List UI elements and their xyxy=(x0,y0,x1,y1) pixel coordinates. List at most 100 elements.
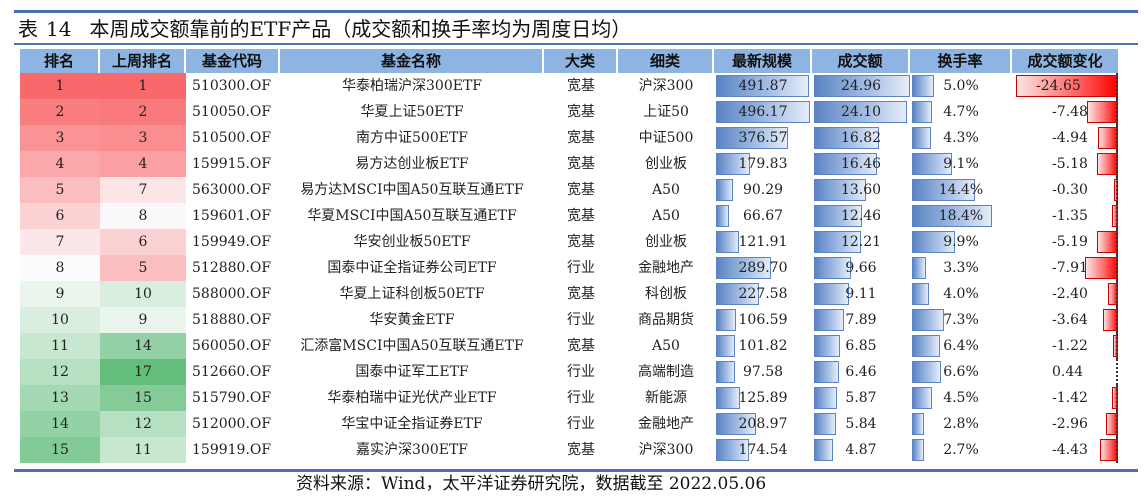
rank-value: 4 xyxy=(55,156,65,172)
rank-cell: 14 xyxy=(20,411,100,437)
code-cell: 510300.OF xyxy=(192,78,272,94)
change-cell: -24.65 xyxy=(1012,73,1118,99)
turnover-rate-cell: 4.3% xyxy=(910,125,1012,151)
size-cell: 90.29 xyxy=(714,177,812,203)
name-cell: 华夏MSCI中国A50互联互通ETF xyxy=(307,208,517,224)
table-row: 6 8 159601.OF 华夏MSCI中国A50互联互通ETF 宽基 A50 66.67 1… xyxy=(20,203,1118,229)
turnover-value: 5.87 xyxy=(845,390,877,406)
turnover-databar xyxy=(814,257,852,279)
name-cell: 国泰中证全指证券公司ETF xyxy=(327,260,497,276)
size-databar xyxy=(716,283,760,305)
change-value: -7.91 xyxy=(1052,260,1088,276)
turnover-rate-databar xyxy=(912,309,944,331)
turnover-value: 16.46 xyxy=(840,156,882,172)
prev-rank-cell: 14 xyxy=(100,333,186,359)
prev-rank-cell: 4 xyxy=(100,151,186,177)
rank-cell: 6 xyxy=(20,203,100,229)
rank-cell: 8 xyxy=(20,255,100,281)
prev-rank-value: 1 xyxy=(138,78,148,94)
change-cell: -4.43 xyxy=(1012,437,1118,463)
prev-rank-value: 7 xyxy=(138,182,148,198)
turnover-rate-value: 4.3% xyxy=(943,130,979,146)
prev-rank-value: 9 xyxy=(138,312,148,328)
prev-rank-cell: 10 xyxy=(100,281,186,307)
prev-rank-value: 12 xyxy=(134,416,152,432)
turnover-rate-databar xyxy=(912,335,940,357)
prev-rank-cell: 8 xyxy=(100,203,186,229)
name-cell: 国泰中证军工ETF xyxy=(355,364,469,380)
change-value: -1.22 xyxy=(1052,338,1088,354)
size-cell: 208.97 xyxy=(714,411,812,437)
turnover-value: 4.87 xyxy=(845,442,877,458)
turnover-rate-cell: 4.7% xyxy=(910,99,1012,125)
prev-rank-value: 2 xyxy=(138,104,148,120)
turnover-cell: 24.96 xyxy=(812,73,910,99)
name-cell: 华夏上证50ETF xyxy=(360,104,464,120)
rank-cell: 2 xyxy=(20,99,100,125)
size-databar xyxy=(716,309,737,331)
rank-cell: 12 xyxy=(20,359,100,385)
change-value: -2.40 xyxy=(1052,286,1088,302)
turnover-cell: 9.66 xyxy=(812,255,910,281)
minor-cell: 新能源 xyxy=(645,390,687,406)
change-value: -24.65 xyxy=(1036,78,1081,94)
rank-cell: 15 xyxy=(20,437,100,463)
turnover-rate-databar xyxy=(912,257,927,279)
size-cell: 97.58 xyxy=(714,359,812,385)
minor-cell: 中证500 xyxy=(638,130,694,146)
turnover-rate-cell: 6.4% xyxy=(910,333,1012,359)
turnover-value: 5.84 xyxy=(845,416,877,432)
code-cell: 510050.OF xyxy=(192,104,272,120)
prev-rank-value: 11 xyxy=(134,442,152,458)
databar-axis xyxy=(1114,99,1118,125)
major-cell: 宽基 xyxy=(567,182,595,198)
turnover-rate-value: 4.0% xyxy=(943,286,979,302)
name-cell: 易方达MSCI中国A50互联互通ETF xyxy=(300,182,524,198)
turnover-rate-value: 18.4% xyxy=(938,208,984,224)
rank-cell: 11 xyxy=(20,333,100,359)
size-value: 179.83 xyxy=(738,156,788,172)
size-databar xyxy=(716,101,811,123)
size-value: 174.54 xyxy=(738,442,788,458)
bottom-rule xyxy=(14,469,1138,472)
rank-cell: 7 xyxy=(20,229,100,255)
turnover-databar xyxy=(814,153,878,175)
change-value: -4.43 xyxy=(1052,442,1088,458)
major-cell: 宽基 xyxy=(567,234,595,250)
size-cell: 101.82 xyxy=(714,333,812,359)
rank-cell: 3 xyxy=(20,125,100,151)
size-databar xyxy=(716,127,788,149)
change-value: -7.48 xyxy=(1052,104,1088,120)
turnover-rate-value: 4.5% xyxy=(943,390,979,406)
code-cell: 159949.OF xyxy=(192,234,272,250)
change-cell: -5.19 xyxy=(1012,229,1118,255)
size-value: 125.89 xyxy=(738,390,788,406)
name-cell: 汇添富MSCI中国A50互联互通ETF xyxy=(300,338,524,354)
turnover-rate-cell: 9.9% xyxy=(910,229,1012,255)
turnover-rate-value: 14.4% xyxy=(938,182,984,198)
size-value: 97.58 xyxy=(742,364,784,380)
table-row: 13 15 515790.OF 华泰柏瑞中证光伏产业ETF 行业 新能源 125.89 5.8… xyxy=(20,385,1118,411)
table-row: 1 1 510300.OF 华泰柏瑞沪深300ETF 宽基 沪深300 491.87 24.9… xyxy=(20,73,1118,99)
change-value: -5.19 xyxy=(1052,234,1088,250)
name-cell: 华泰柏瑞中证光伏产业ETF xyxy=(327,390,497,406)
title-text: 本周成交额靠前的ETF产品（成交额和换手率均为周度日均） xyxy=(89,17,632,41)
turnover-cell: 4.87 xyxy=(812,437,910,463)
turnover-value: 13.60 xyxy=(840,182,882,198)
major-cell: 行业 xyxy=(567,390,595,406)
table-row: 15 11 159919.OF 嘉实沪深300ETF 宽基 沪深300 174.54 4.87… xyxy=(20,437,1118,463)
table-row: 3 3 510500.OF 南方中证500ETF 宽基 中证500 376.57 16.82 4… xyxy=(20,125,1118,151)
code-cell: 560050.OF xyxy=(192,338,272,354)
col-turnover-rate: 换手率 xyxy=(910,49,1012,73)
change-cell: 0.44 xyxy=(1012,359,1118,385)
size-value: 208.97 xyxy=(738,416,788,432)
turnover-rate-value: 6.4% xyxy=(943,338,979,354)
databar-axis xyxy=(1114,411,1118,437)
prev-rank-cell: 15 xyxy=(100,385,186,411)
turnover-value: 9.11 xyxy=(845,286,877,302)
code-cell: 159919.OF xyxy=(192,442,272,458)
prev-rank-value: 10 xyxy=(134,286,152,302)
turnover-cell: 6.85 xyxy=(812,333,910,359)
turnover-databar xyxy=(814,127,879,149)
turnover-rate-databar xyxy=(912,231,956,253)
